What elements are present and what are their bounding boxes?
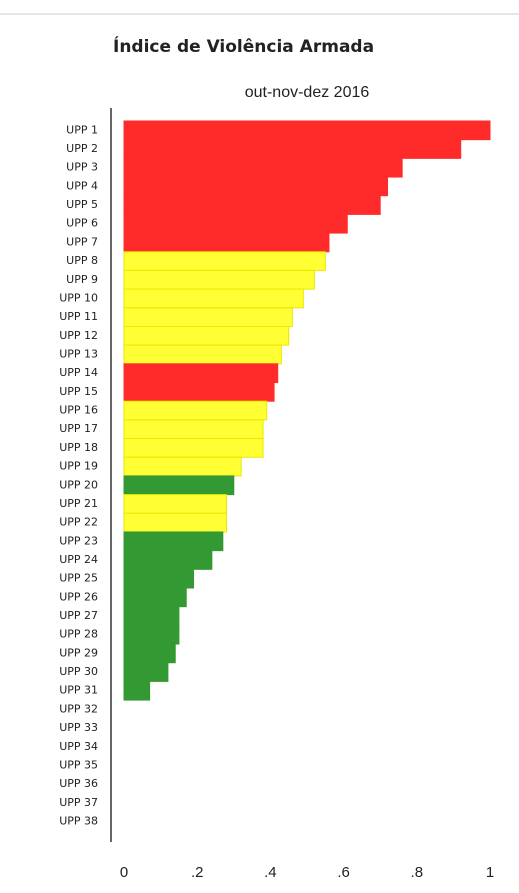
- y-tick-label: UPP 3: [66, 161, 98, 174]
- y-tick-label: UPP 15: [59, 385, 98, 398]
- y-tick-label: UPP 17: [59, 422, 98, 435]
- y-tick-label: UPP 33: [59, 721, 98, 734]
- bar: [123, 624, 180, 645]
- y-tick-label: UPP 37: [59, 796, 98, 809]
- y-tick-label: UPP 34: [59, 740, 98, 753]
- y-tick-label: UPP 9: [66, 273, 98, 286]
- bar: [123, 438, 264, 458]
- y-tick-label: UPP 2: [66, 142, 98, 155]
- y-tick-label: UPP 1: [66, 123, 98, 136]
- y-tick-label: UPP 32: [59, 702, 98, 715]
- y-tick-label: UPP 26: [59, 590, 98, 603]
- bar: [123, 494, 227, 514]
- bar: [123, 680, 151, 701]
- x-tick-label: .4: [264, 864, 277, 881]
- y-tick-label: UPP 7: [66, 235, 98, 248]
- bar: [123, 643, 176, 664]
- y-tick-label: UPP 23: [59, 534, 98, 547]
- bar: [123, 382, 275, 402]
- y-tick-label: UPP 25: [59, 572, 98, 585]
- bar: [123, 587, 187, 608]
- y-tick-label: UPP 16: [59, 404, 98, 417]
- bar: [123, 195, 381, 215]
- bar: [123, 568, 195, 589]
- y-tick-label: UPP 11: [59, 310, 98, 323]
- y-tick-label: UPP 5: [66, 198, 98, 211]
- bar: [123, 325, 290, 346]
- bar: [123, 550, 213, 570]
- bar: [123, 662, 169, 682]
- bar: [123, 251, 326, 271]
- y-tick-label: UPP 38: [59, 815, 98, 828]
- bar: [123, 363, 279, 384]
- y-tick-label: UPP 36: [59, 777, 98, 790]
- y-tick-label: UPP 20: [59, 478, 98, 491]
- bar: [123, 269, 315, 290]
- y-tick-label: UPP 10: [59, 291, 98, 304]
- y-tick-label: UPP 6: [66, 217, 98, 230]
- bar: [123, 213, 348, 234]
- y-tick-label: UPP 22: [59, 516, 98, 529]
- bar: [123, 176, 389, 197]
- y-tick-label: UPP 13: [59, 348, 98, 361]
- bar: [123, 512, 227, 533]
- y-tick-label: UPP 8: [66, 254, 98, 267]
- y-tick-label: UPP 35: [59, 758, 98, 771]
- x-tick-label: 0: [120, 864, 128, 881]
- chart-subtitle: out-nov-dez 2016: [245, 84, 370, 101]
- y-tick-label: UPP 12: [59, 329, 98, 342]
- chart-title: Índice de Violência Armada: [113, 35, 374, 57]
- x-tick-label: .8: [411, 864, 424, 881]
- y-tick-label: UPP 30: [59, 665, 98, 678]
- y-tick-label: UPP 14: [59, 366, 98, 379]
- bar: [123, 606, 180, 626]
- bar: [123, 120, 491, 141]
- bar: [123, 307, 293, 327]
- bar: [123, 400, 268, 421]
- y-tick-label: UPP 19: [59, 460, 98, 473]
- bar: [123, 531, 224, 552]
- bar: [123, 288, 304, 309]
- bar: [123, 475, 235, 496]
- y-tick-label: UPP 21: [59, 497, 98, 510]
- y-tick-label: UPP 4: [66, 179, 98, 192]
- y-tick-label: UPP 27: [59, 609, 98, 622]
- y-tick-label: UPP 29: [59, 646, 98, 659]
- y-tick-label: UPP 31: [59, 684, 98, 697]
- y-tick-label: UPP 18: [59, 441, 98, 454]
- bar: [123, 344, 282, 365]
- x-tick-label: .2: [191, 864, 204, 881]
- bar: [123, 419, 264, 440]
- bar: [123, 157, 403, 178]
- bar: [123, 139, 462, 159]
- bar: [123, 456, 242, 477]
- x-tick-label: 1: [486, 864, 494, 881]
- y-tick-label: UPP 24: [59, 553, 98, 566]
- x-tick-label: .6: [337, 864, 350, 881]
- bar: [123, 232, 330, 253]
- y-tick-label: UPP 28: [59, 628, 98, 641]
